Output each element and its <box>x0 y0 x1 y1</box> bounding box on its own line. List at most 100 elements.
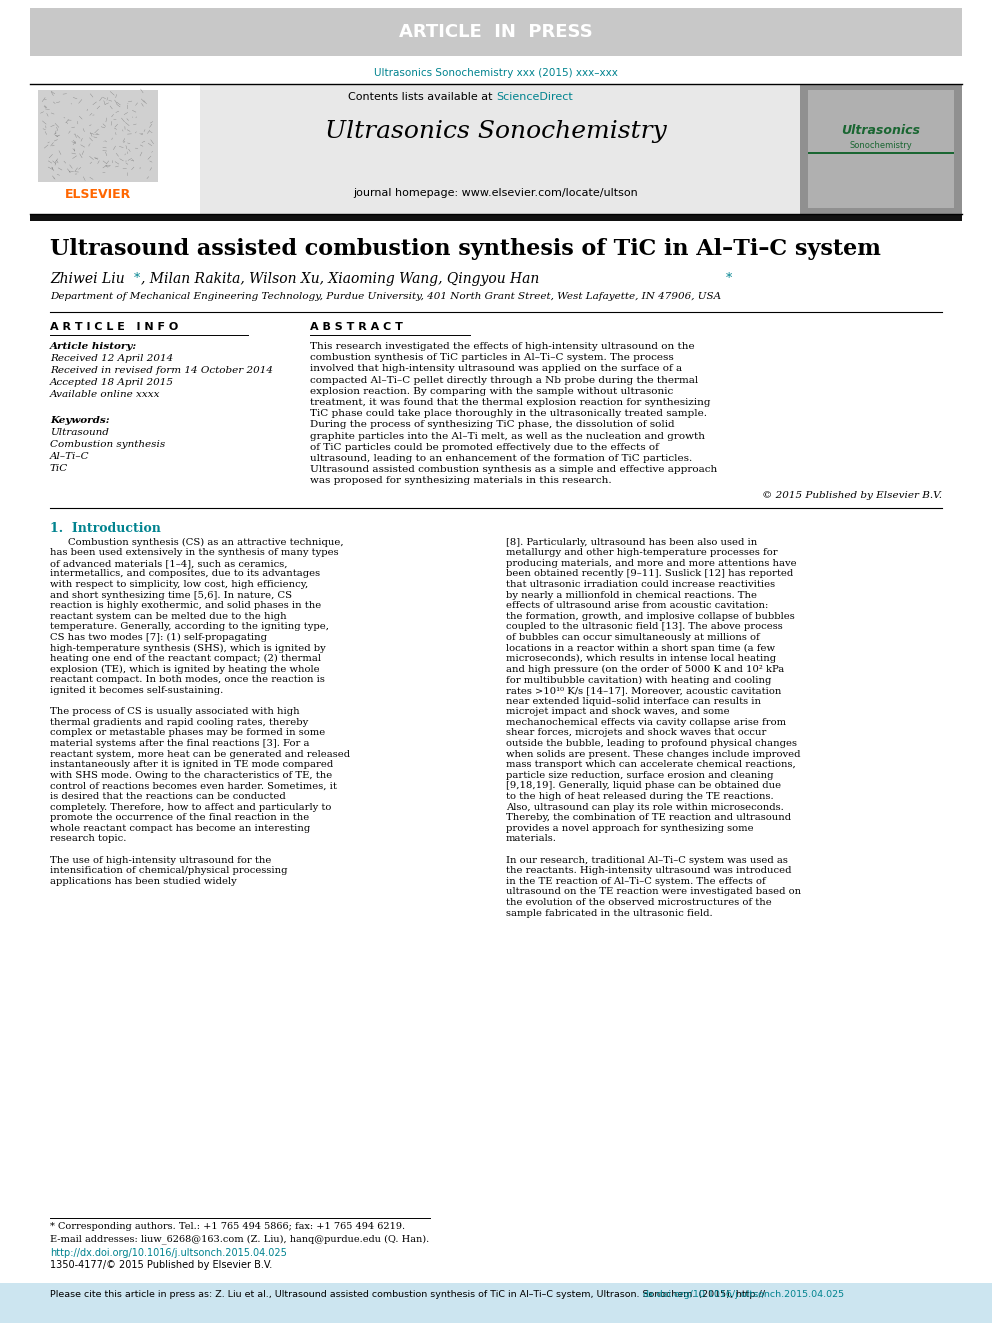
Text: of advanced materials [1–4], such as ceramics,: of advanced materials [1–4], such as cer… <box>50 558 288 568</box>
Text: and high pressure (on the order of 5000 K and 10² kPa: and high pressure (on the order of 5000 … <box>506 664 785 673</box>
Text: TiC phase could take place thoroughly in the ultrasonically treated sample.: TiC phase could take place thoroughly in… <box>310 409 707 418</box>
Text: * Corresponding authors. Tel.: +1 765 494 5866; fax: +1 765 494 6219.: * Corresponding authors. Tel.: +1 765 49… <box>50 1222 405 1230</box>
Text: applications has been studied widely: applications has been studied widely <box>50 877 237 886</box>
Text: Contents lists available at: Contents lists available at <box>348 93 496 102</box>
Text: Thereby, the combination of TE reaction and ultrasound: Thereby, the combination of TE reaction … <box>506 814 792 822</box>
Text: 1350-4177/© 2015 Published by Elsevier B.V.: 1350-4177/© 2015 Published by Elsevier B… <box>50 1259 272 1270</box>
Text: material systems after the final reactions [3]. For a: material systems after the final reactio… <box>50 740 310 747</box>
Text: mechanochemical effects via cavity collapse arise from: mechanochemical effects via cavity colla… <box>506 718 786 726</box>
Text: ignited it becomes self-sustaining.: ignited it becomes self-sustaining. <box>50 687 223 695</box>
Text: instantaneously after it is ignited in TE mode compared: instantaneously after it is ignited in T… <box>50 761 333 769</box>
Text: graphite particles into the Al–Ti melt, as well as the nucleation and growth: graphite particles into the Al–Ti melt, … <box>310 431 705 441</box>
Text: promote the occurrence of the final reaction in the: promote the occurrence of the final reac… <box>50 814 310 822</box>
Text: A B S T R A C T: A B S T R A C T <box>310 321 403 332</box>
Text: metallurgy and other high-temperature processes for: metallurgy and other high-temperature pr… <box>506 548 778 557</box>
Text: shear forces, microjets and shock waves that occur: shear forces, microjets and shock waves … <box>506 729 767 737</box>
Text: ARTICLE  IN  PRESS: ARTICLE IN PRESS <box>399 22 593 41</box>
Text: Keywords:: Keywords: <box>50 415 110 425</box>
Text: explosion reaction. By comparing with the sample without ultrasonic: explosion reaction. By comparing with th… <box>310 386 674 396</box>
Text: The use of high-intensity ultrasound for the: The use of high-intensity ultrasound for… <box>50 856 272 865</box>
Bar <box>808 152 954 153</box>
Text: to the high of heat released during the TE reactions.: to the high of heat released during the … <box>506 792 774 800</box>
Text: been obtained recently [9–11]. Suslick [12] has reported: been obtained recently [9–11]. Suslick [… <box>506 569 794 578</box>
Text: particle size reduction, surface erosion and cleaning: particle size reduction, surface erosion… <box>506 771 774 779</box>
Text: A R T I C L E   I N F O: A R T I C L E I N F O <box>50 321 179 332</box>
Text: completely. Therefore, how to affect and particularly to: completely. Therefore, how to affect and… <box>50 803 331 811</box>
Text: Combustion synthesis (CS) as an attractive technique,: Combustion synthesis (CS) as an attracti… <box>68 537 343 546</box>
Text: materials.: materials. <box>506 835 557 843</box>
Text: has been used extensively in the synthesis of many types: has been used extensively in the synthes… <box>50 548 338 557</box>
Text: and short synthesizing time [5,6]. In nature, CS: and short synthesizing time [5,6]. In na… <box>50 590 292 599</box>
Text: was proposed for synthesizing materials in this research.: was proposed for synthesizing materials … <box>310 476 612 486</box>
Text: with SHS mode. Owing to the characteristics of TE, the: with SHS mode. Owing to the characterist… <box>50 771 332 779</box>
Text: The process of CS is usually associated with high: The process of CS is usually associated … <box>50 708 300 716</box>
Text: of TiC particles could be promoted effectively due to the effects of: of TiC particles could be promoted effec… <box>310 443 659 451</box>
Text: in the TE reaction of Al–Ti–C system. The effects of: in the TE reaction of Al–Ti–C system. Th… <box>506 877 766 886</box>
Text: locations in a reactor within a short span time (a few: locations in a reactor within a short sp… <box>506 643 775 652</box>
Text: Al–Ti–C: Al–Ti–C <box>50 452 89 460</box>
Text: Ultrasound assisted combustion synthesis of TiC in Al–Ti–C system: Ultrasound assisted combustion synthesis… <box>50 238 881 261</box>
Text: Combustion synthesis: Combustion synthesis <box>50 441 166 448</box>
Text: Sonochemistry: Sonochemistry <box>849 140 913 149</box>
Text: *: * <box>726 273 732 284</box>
Text: CS has two modes [7]: (1) self-propagating: CS has two modes [7]: (1) self-propagati… <box>50 632 267 642</box>
Bar <box>30 214 962 221</box>
Text: Received 12 April 2014: Received 12 April 2014 <box>50 355 174 363</box>
Text: mass transport which can accelerate chemical reactions,: mass transport which can accelerate chem… <box>506 761 796 769</box>
Text: research topic.: research topic. <box>50 835 126 843</box>
Text: by nearly a millionfold in chemical reactions. The: by nearly a millionfold in chemical reac… <box>506 590 757 599</box>
Text: when solids are present. These changes include improved: when solids are present. These changes i… <box>506 750 801 758</box>
Text: ultrasound on the TE reaction were investigated based on: ultrasound on the TE reaction were inves… <box>506 888 802 897</box>
Text: reaction is highly exothermic, and solid phases in the: reaction is highly exothermic, and solid… <box>50 601 321 610</box>
Text: thermal gradients and rapid cooling rates, thereby: thermal gradients and rapid cooling rate… <box>50 718 309 726</box>
Text: In our research, traditional Al–Ti–C system was used as: In our research, traditional Al–Ti–C sys… <box>506 856 788 865</box>
Text: sample fabricated in the ultrasonic field.: sample fabricated in the ultrasonic fiel… <box>506 909 712 918</box>
Text: Ultrasound: Ultrasound <box>50 429 109 437</box>
Text: explosion (TE), which is ignited by heating the whole: explosion (TE), which is ignited by heat… <box>50 664 319 673</box>
Text: journal homepage: www.elsevier.com/locate/ultson: journal homepage: www.elsevier.com/locat… <box>353 188 639 198</box>
Text: high-temperature synthesis (SHS), which is ignited by: high-temperature synthesis (SHS), which … <box>50 643 325 652</box>
Text: Received in revised form 14 October 2014: Received in revised form 14 October 2014 <box>50 366 273 374</box>
Bar <box>0 1283 992 1323</box>
Text: for multibubble cavitation) with heating and cooling: for multibubble cavitation) with heating… <box>506 676 772 684</box>
Text: intensification of chemical/physical processing: intensification of chemical/physical pro… <box>50 867 288 876</box>
Text: with respect to simplicity, low cost, high efficiency,: with respect to simplicity, low cost, hi… <box>50 579 309 589</box>
Text: temperature. Generally, according to the igniting type,: temperature. Generally, according to the… <box>50 622 329 631</box>
Text: reactant compact. In both modes, once the reaction is: reactant compact. In both modes, once th… <box>50 676 324 684</box>
Text: [8]. Particularly, ultrasound has been also used in: [8]. Particularly, ultrasound has been a… <box>506 537 757 546</box>
Text: TiC: TiC <box>50 464 68 474</box>
Text: , Milan Rakita, Wilson Xu, Xiaoming Wang, Qingyou Han: , Milan Rakita, Wilson Xu, Xiaoming Wang… <box>141 273 544 286</box>
Text: rates >10¹⁰ K/s [14–17]. Moreover, acoustic cavitation: rates >10¹⁰ K/s [14–17]. Moreover, acous… <box>506 687 782 695</box>
Text: microseconds), which results in intense local heating: microseconds), which results in intense … <box>506 654 776 663</box>
Text: intermetallics, and composites, due to its advantages: intermetallics, and composites, due to i… <box>50 569 320 578</box>
Bar <box>38 90 158 183</box>
Text: *: * <box>134 273 140 284</box>
Text: 1.  Introduction: 1. Introduction <box>50 521 161 534</box>
Bar <box>30 8 962 56</box>
Text: near extended liquid–solid interface can results in: near extended liquid–solid interface can… <box>506 697 761 705</box>
Text: heating one end of the reactant compact; (2) thermal: heating one end of the reactant compact;… <box>50 654 321 663</box>
Text: Available online xxxx: Available online xxxx <box>50 390 161 400</box>
Text: ScienceDirect: ScienceDirect <box>496 93 572 102</box>
Bar <box>808 90 954 208</box>
Text: involved that high-intensity ultrasound was applied on the surface of a: involved that high-intensity ultrasound … <box>310 364 682 373</box>
Text: E-mail addresses: liuw_6268@163.com (Z. Liu), hanq@purdue.edu (Q. Han).: E-mail addresses: liuw_6268@163.com (Z. … <box>50 1234 430 1244</box>
Text: control of reactions becomes even harder. Sometimes, it: control of reactions becomes even harder… <box>50 782 337 790</box>
Text: the formation, growth, and implosive collapse of bubbles: the formation, growth, and implosive col… <box>506 611 795 620</box>
Text: of bubbles can occur simultaneously at millions of: of bubbles can occur simultaneously at m… <box>506 632 760 642</box>
Text: © 2015 Published by Elsevier B.V.: © 2015 Published by Elsevier B.V. <box>762 491 942 500</box>
Text: Ultrasonics Sonochemistry xxx (2015) xxx–xxx: Ultrasonics Sonochemistry xxx (2015) xxx… <box>374 67 618 78</box>
Text: provides a novel approach for synthesizing some: provides a novel approach for synthesizi… <box>506 824 754 832</box>
Text: ultrasound, leading to an enhancement of the formation of TiC particles.: ultrasound, leading to an enhancement of… <box>310 454 692 463</box>
Text: reactant system can be melted due to the high: reactant system can be melted due to the… <box>50 611 287 620</box>
Text: [9,18,19]. Generally, liquid phase can be obtained due: [9,18,19]. Generally, liquid phase can b… <box>506 782 781 790</box>
Bar <box>800 83 962 214</box>
Text: Also, ultrasound can play its role within microseconds.: Also, ultrasound can play its role withi… <box>506 803 784 811</box>
Text: complex or metastable phases may be formed in some: complex or metastable phases may be form… <box>50 729 325 737</box>
Text: http://dx.doi.org/10.1016/j.ultsonch.2015.04.025: http://dx.doi.org/10.1016/j.ultsonch.201… <box>50 1248 287 1258</box>
Text: Article history:: Article history: <box>50 343 137 351</box>
Text: dx.doi.org/10.1016/j.ultsonch.2015.04.025: dx.doi.org/10.1016/j.ultsonch.2015.04.02… <box>642 1290 844 1299</box>
Text: ELSEVIER: ELSEVIER <box>64 188 131 201</box>
Text: Ultrasonics Sonochemistry: Ultrasonics Sonochemistry <box>325 120 667 143</box>
Text: microjet impact and shock waves, and some: microjet impact and shock waves, and som… <box>506 708 730 716</box>
